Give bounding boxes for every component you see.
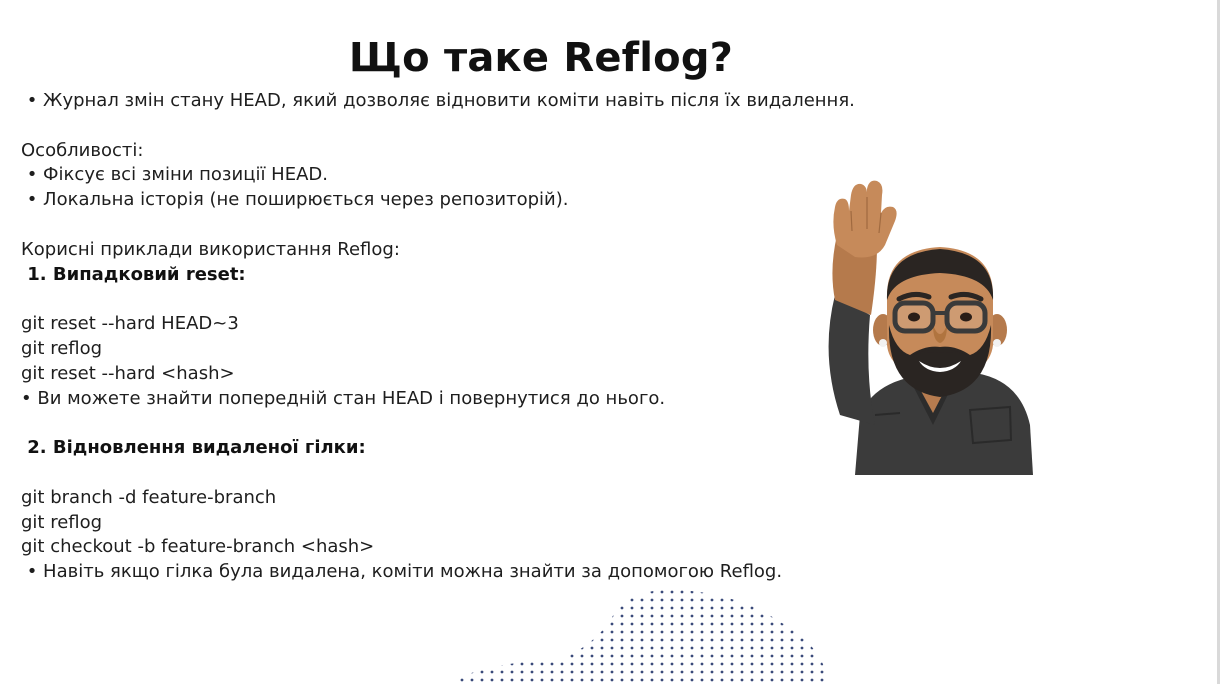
examples-heading: Корисні приклади використання Reflog: [21, 238, 400, 260]
blank-line [21, 461, 951, 486]
blank-line [21, 114, 951, 139]
blank-line [21, 213, 951, 238]
feature-bullet-2: • Локальна історія (не поширюється через… [21, 189, 569, 211]
code-line-reflog-2: git reflog [21, 511, 103, 533]
code-line-reset-hard-head: git reset --hard HEAD~3 [21, 313, 239, 335]
feature-bullet-1: • Фіксує всі зміни позиції HEAD. [21, 164, 328, 186]
blank-line [21, 287, 951, 312]
slide-body: • Журнал змін стану HEAD, який дозволяє … [21, 89, 951, 585]
example-2-heading: 2. Відновлення видаленої гілки: [21, 437, 366, 459]
intro-bullet: • Журнал змін стану HEAD, який дозволяє … [21, 90, 855, 111]
slide-title: Що таке Reflog? [348, 35, 734, 81]
example-2-note: • Навіть якщо гілка була видалена, коміт… [21, 561, 783, 583]
code-line-reflog-1: git reflog [21, 337, 103, 359]
code-line-reset-hard-hash: git reset --hard <hash> [21, 362, 235, 384]
example-1-note: • Ви можете знайти попередній стан HEAD … [21, 387, 666, 409]
code-line-checkout: git checkout -b feature-branch <hash> [21, 536, 375, 558]
waving-memoji-illustration [828, 180, 1033, 475]
example-1-heading: 1. Випадковий reset: [21, 263, 246, 285]
features-heading: Особливості: [21, 139, 144, 161]
dotted-pattern-decoration [450, 589, 830, 684]
slide-edge [1217, 0, 1220, 684]
blank-line [21, 411, 951, 436]
code-line-branch-delete: git branch -d feature-branch [21, 486, 277, 508]
